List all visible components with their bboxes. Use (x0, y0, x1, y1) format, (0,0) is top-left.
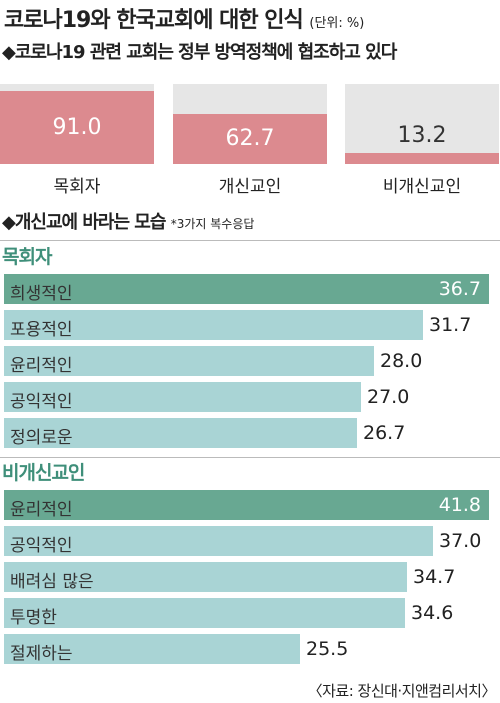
hbar-label: 희생적인 (10, 284, 73, 304)
hbar-value: 37.0 (439, 530, 482, 552)
source-note: 〈자료: 장신대·지앤컴리서치〉 (307, 682, 497, 700)
hbar-label: 투명한 (10, 608, 57, 628)
unit-label: (단위: %) (309, 16, 365, 31)
hbar (4, 418, 357, 448)
hbar-label: 윤리적인 (10, 500, 73, 520)
section1-title: ◆코로나19 관련 교회는 정부 방역정책에 협조하고 있다 (2, 42, 397, 63)
section2-title: ◆개신교에 바라는 모습 *3가지 복수응답 (2, 208, 254, 234)
hbar (4, 634, 300, 664)
section2-note: *3가지 복수응답 (170, 217, 255, 231)
divider-top (0, 240, 500, 241)
hbar (4, 562, 407, 592)
panel-value: 62.7 (225, 126, 275, 151)
hbar-value: 27.0 (367, 386, 410, 408)
group-label-pastors: 목회자 (2, 246, 52, 268)
hbar (4, 310, 423, 340)
panel-category-label: 목회자 (53, 177, 101, 197)
hbar (4, 490, 489, 520)
divider-middle (0, 457, 500, 458)
page-title: 코로나19와 한국교회에 대한 인식 (단위: %) (4, 2, 364, 34)
panel-bar (345, 153, 499, 164)
panel-category-label: 비개신교인 (382, 177, 462, 197)
panel-background (345, 84, 499, 164)
hbar-value: 34.6 (411, 602, 454, 624)
hbar-label: 윤리적인 (10, 356, 73, 376)
panel-value: 91.0 (52, 114, 102, 140)
hbar-value: 31.7 (429, 314, 472, 336)
hbar-label: 공익적인 (10, 536, 73, 556)
hbar-value: 41.8 (438, 494, 481, 516)
panel-value: 13.2 (397, 123, 447, 148)
title-text: 코로나19와 한국교회에 대한 인식 (4, 8, 304, 33)
panel-bar (0, 91, 154, 164)
hbar-label: 포용적인 (10, 320, 73, 340)
hbar (4, 526, 433, 556)
hbar-value: 28.0 (380, 350, 423, 372)
hbar (4, 382, 361, 412)
hbar-label: 배려심 많은 (10, 572, 94, 592)
hbar-value: 36.7 (438, 278, 481, 300)
hbar-label: 절제하는 (10, 644, 73, 664)
hbar-value: 34.7 (413, 566, 456, 588)
hbar (4, 346, 374, 376)
hbar (4, 274, 489, 304)
hbar-label: 공익적인 (10, 392, 73, 412)
panel-bar (173, 114, 327, 164)
hbar-value: 25.5 (306, 638, 349, 660)
section2-title-text: ◆개신교에 바라는 모습 (2, 212, 166, 233)
panel-category-label: 개신교인 (218, 177, 282, 197)
hbar (4, 598, 405, 628)
hbar-value: 26.7 (363, 422, 406, 444)
hbar-label: 정의로운 (10, 428, 73, 448)
group-label-non-christians: 비개신교인 (2, 462, 85, 484)
